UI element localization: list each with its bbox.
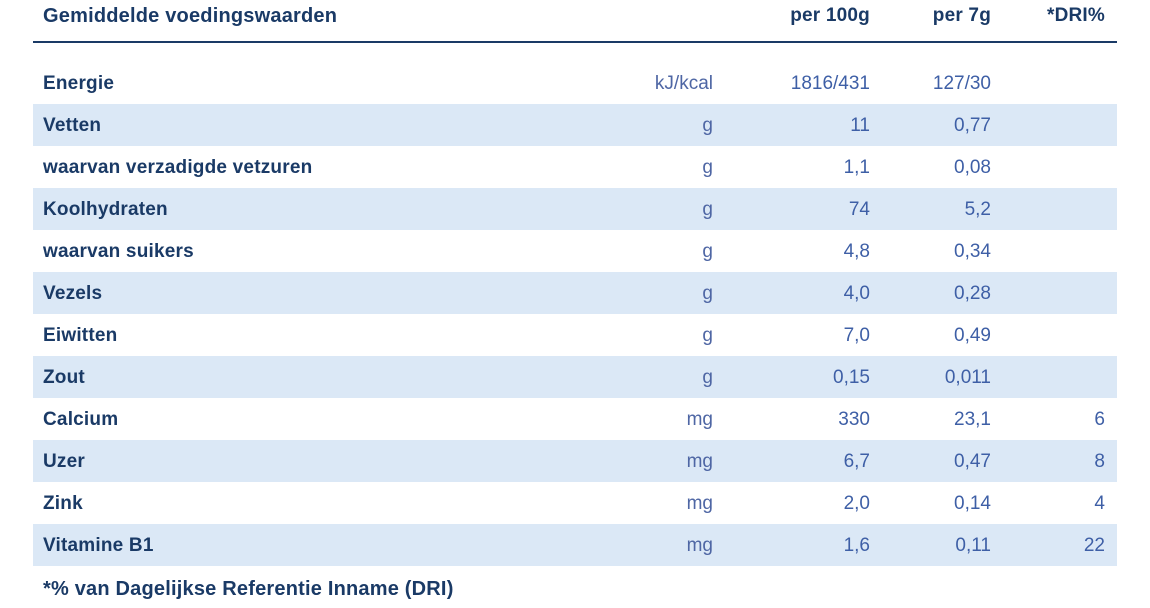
row-value-per-7g: 127/30: [932, 72, 991, 94]
row-unit: kJ/kcal: [654, 72, 713, 94]
table-row: Eiwitten g 7,0 0,49: [33, 314, 1117, 356]
row-value-dri: 8: [1094, 450, 1105, 472]
row-value-per-100g: 0,15: [833, 366, 870, 388]
row-value-per-100g: 6,7: [843, 450, 870, 472]
row-label: Vezels: [43, 282, 103, 304]
row-label: Vetten: [43, 114, 102, 136]
row-unit: g: [702, 198, 713, 220]
row-value-per-7g: 0,28: [954, 282, 991, 304]
table-row: waarvan verzadigde vetzuren g 1,1 0,08: [33, 146, 1117, 188]
row-label: waarvan suikers: [43, 240, 194, 262]
row-unit: g: [702, 114, 713, 136]
table-header-row: Gemiddelde voedingswaarden per 100g per …: [33, 0, 1117, 43]
column-header-dri: *DRI%: [1046, 5, 1105, 26]
row-value-per-7g: 5,2: [964, 198, 991, 220]
row-value-per-100g: 74: [848, 198, 870, 220]
column-header-per-7g: per 7g: [932, 5, 991, 26]
row-value-per-7g: 0,49: [954, 324, 991, 346]
row-value-dri: 6: [1094, 408, 1105, 430]
row-unit: g: [702, 324, 713, 346]
table-row: Calcium mg 330 23,1 6: [33, 398, 1117, 440]
row-value-per-100g: 330: [838, 408, 870, 430]
column-header-per-100g: per 100g: [790, 5, 870, 26]
table-body: Energie kJ/kcal 1816/431 127/30 Vetten g…: [33, 62, 1117, 566]
row-label: Energie: [43, 72, 115, 94]
dri-footnote: *% van Dagelijkse Referentie Inname (DRI…: [43, 578, 454, 600]
table-row: waarvan suikers g 4,8 0,34: [33, 230, 1117, 272]
row-unit: mg: [686, 492, 713, 514]
row-value-per-100g: 1,6: [843, 534, 870, 556]
nutrition-table: Gemiddelde voedingswaarden per 100g per …: [33, 0, 1117, 601]
row-value-per-100g: 1,1: [843, 156, 870, 178]
row-unit: mg: [686, 450, 713, 472]
table-row: Koolhydraten g 74 5,2: [33, 188, 1117, 230]
row-value-per-7g: 23,1: [954, 408, 991, 430]
row-label: Vitamine B1: [43, 534, 154, 556]
row-value-per-7g: 0,14: [954, 492, 991, 514]
table-row: Uzer mg 6,7 0,47 8: [33, 440, 1117, 482]
row-label: Eiwitten: [43, 324, 118, 346]
row-unit: g: [702, 282, 713, 304]
row-label: Calcium: [43, 408, 119, 430]
row-value-per-7g: 0,08: [954, 156, 991, 178]
row-value-per-100g: 1816/431: [790, 72, 870, 94]
row-unit: g: [702, 156, 713, 178]
row-value-per-7g: 0,34: [954, 240, 991, 262]
table-row: Zink mg 2,0 0,14 4: [33, 482, 1117, 524]
row-value-per-100g: 4,8: [843, 240, 870, 262]
row-label: Zink: [43, 492, 83, 514]
row-value-per-100g: 2,0: [843, 492, 870, 514]
row-value-dri: 22: [1083, 534, 1105, 556]
row-unit: g: [702, 366, 713, 388]
table-row: Zout g 0,15 0,011: [33, 356, 1117, 398]
row-value-dri: 4: [1094, 492, 1105, 514]
table-row: Energie kJ/kcal 1816/431 127/30: [33, 62, 1117, 104]
row-label: Zout: [43, 366, 85, 388]
row-unit: mg: [686, 408, 713, 430]
row-unit: mg: [686, 534, 713, 556]
table-row: Vezels g 4,0 0,28: [33, 272, 1117, 314]
table-row: Vitamine B1 mg 1,6 0,11 22: [33, 524, 1117, 566]
row-value-per-100g: 7,0: [843, 324, 870, 346]
row-value-per-7g: 0,011: [944, 366, 991, 388]
table-title: Gemiddelde voedingswaarden: [43, 5, 338, 27]
row-value-per-7g: 0,47: [954, 450, 991, 472]
row-value-per-100g: 4,0: [843, 282, 870, 304]
row-label: waarvan verzadigde vetzuren: [43, 156, 313, 178]
row-value-per-100g: 11: [850, 114, 870, 136]
table-row: Vetten g 11 0,77: [33, 104, 1117, 146]
row-label: Uzer: [43, 450, 85, 472]
row-unit: g: [702, 240, 713, 262]
row-value-per-7g: 0,77: [954, 114, 991, 136]
row-value-per-7g: 0,11: [955, 534, 991, 556]
row-label: Koolhydraten: [43, 198, 168, 220]
